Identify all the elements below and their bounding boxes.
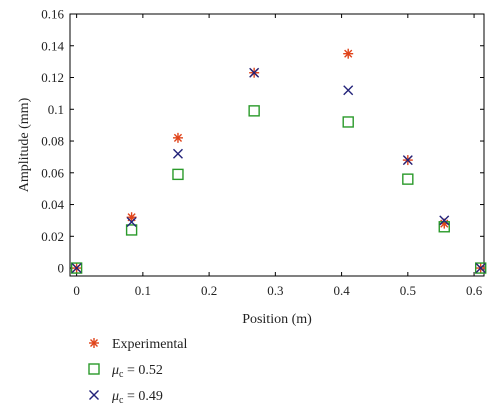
legend-marker-asterisk <box>89 338 99 348</box>
data-point-square <box>342 116 354 128</box>
x-tick-label: 0.5 <box>400 283 416 298</box>
legend-marker-square <box>88 363 100 375</box>
data-point-asterisk <box>172 132 183 143</box>
legend-item-experimental: Experimental <box>89 337 188 352</box>
legend-marker-x <box>89 390 99 400</box>
y-tick-label: 0.02 <box>41 229 64 244</box>
legend-item-mu-049: μc = 0.49 <box>89 389 163 406</box>
x-tick-label: 0.6 <box>466 283 483 298</box>
x-tick-label: 0.2 <box>201 283 217 298</box>
y-tick-label: 0.1 <box>48 102 64 117</box>
legend-mu-value: = 0.49 <box>123 389 162 404</box>
legend-mu-symbol: μ <box>111 363 119 378</box>
legend: Experimental μc = 0.52 μc = 0.49 <box>88 337 188 406</box>
plot-area <box>69 13 485 277</box>
legend-mu-symbol: μ <box>111 389 119 404</box>
x-tick-label: 0 <box>73 283 80 298</box>
data-point-asterisk <box>126 212 137 223</box>
y-tick-label: 0.04 <box>41 197 64 212</box>
data-point-x <box>126 217 137 228</box>
y-tick-label: 0 <box>58 261 65 276</box>
data-marks <box>70 48 487 274</box>
data-point-asterisk <box>343 48 354 59</box>
y-tick-label: 0.12 <box>41 70 64 85</box>
data-point-square <box>70 262 83 274</box>
data-point-square <box>125 224 138 236</box>
x-axis-label: Position (m) <box>242 312 312 327</box>
data-point-square <box>474 262 487 274</box>
series-x <box>71 67 486 274</box>
data-point-x <box>71 263 82 274</box>
data-point-square <box>438 221 450 233</box>
data-point-square <box>402 173 414 185</box>
y-tick-label: 0.16 <box>41 7 64 22</box>
y-tick-label: 0.08 <box>41 134 64 149</box>
legend-mu-subscript: c <box>119 369 124 380</box>
data-point-square <box>248 105 260 117</box>
legend-label-mu-052: μc = 0.52 <box>111 363 163 380</box>
y-tick-label: 0.14 <box>41 38 64 53</box>
y-axis-label: Amplitude (mm) <box>17 97 32 192</box>
series-square <box>70 105 487 274</box>
x-tick-label: 0.4 <box>333 283 350 298</box>
legend-item-mu-052: μc = 0.52 <box>88 363 163 380</box>
data-point-x <box>343 85 354 96</box>
legend-label-mu-049: μc = 0.49 <box>111 389 163 406</box>
data-point-square <box>172 168 184 181</box>
data-point-x <box>249 67 260 78</box>
data-point-x <box>475 263 486 274</box>
x-tick-label: 0.1 <box>135 283 151 298</box>
x-tick-label: 0.3 <box>267 283 283 298</box>
y-tick-label: 0.06 <box>41 165 64 180</box>
legend-mu-subscript: c <box>119 395 124 406</box>
data-point-x <box>172 148 183 159</box>
data-point-x <box>402 155 413 166</box>
legend-label-experimental: Experimental <box>112 337 188 352</box>
axis-ticks: 0 0.1 0.2 0.3 0.4 0.5 0.6 0 0.02 0.04 0.06 0.08 0.1 0… <box>41 7 484 298</box>
legend-mu-value: = 0.52 <box>123 363 162 378</box>
data-point-x <box>439 215 450 226</box>
